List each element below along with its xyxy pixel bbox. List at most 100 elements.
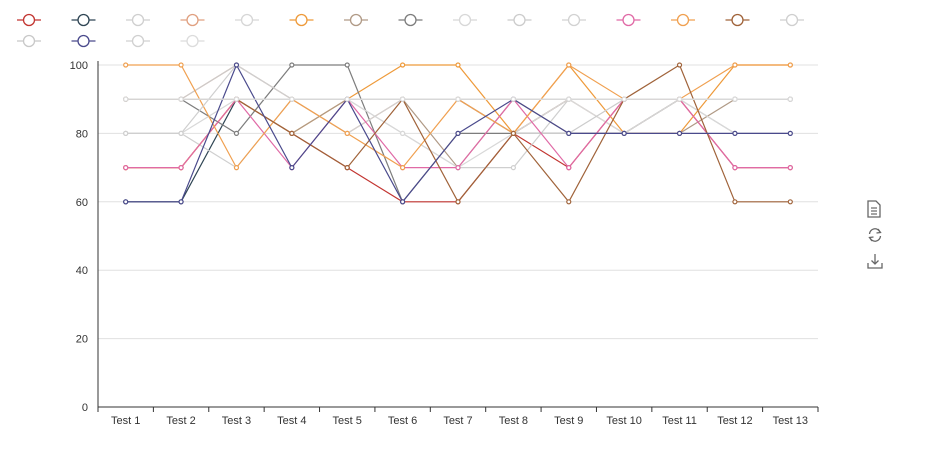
data-point[interactable] bbox=[455, 62, 461, 68]
data-view-icon[interactable] bbox=[866, 200, 888, 222]
legend-item[interactable] bbox=[671, 13, 695, 27]
series bbox=[123, 62, 793, 171]
data-point[interactable] bbox=[732, 96, 738, 102]
data-point[interactable] bbox=[455, 199, 461, 205]
data-point[interactable] bbox=[289, 165, 295, 171]
legend-item[interactable] bbox=[507, 13, 532, 27]
data-point[interactable] bbox=[344, 96, 350, 102]
data-point[interactable] bbox=[621, 96, 627, 102]
data-point[interactable] bbox=[344, 130, 350, 136]
y-tick-label: 60 bbox=[76, 197, 88, 209]
legend-marker bbox=[458, 13, 472, 27]
save-image-icon[interactable] bbox=[866, 252, 888, 274]
data-point[interactable] bbox=[676, 130, 683, 136]
legend-item[interactable] bbox=[235, 13, 259, 27]
data-point[interactable] bbox=[787, 130, 793, 136]
x-tick-label: Test 4 bbox=[277, 415, 306, 427]
data-point[interactable] bbox=[400, 199, 406, 205]
data-point[interactable] bbox=[178, 165, 184, 171]
legend-item[interactable] bbox=[616, 13, 641, 27]
restore-icon[interactable] bbox=[866, 226, 888, 248]
legend-item[interactable] bbox=[180, 34, 205, 48]
data-point[interactable] bbox=[233, 130, 240, 136]
legend-marker bbox=[295, 13, 308, 27]
legend-marker bbox=[513, 13, 526, 27]
data-point[interactable] bbox=[400, 62, 406, 68]
data-point[interactable] bbox=[400, 96, 406, 102]
y-tick-label: 0 bbox=[82, 402, 88, 414]
data-point[interactable] bbox=[732, 130, 738, 136]
data-point[interactable] bbox=[123, 165, 129, 171]
data-point[interactable] bbox=[233, 96, 240, 102]
data-point[interactable] bbox=[510, 165, 516, 171]
series-line bbox=[125, 98, 791, 203]
data-point[interactable] bbox=[732, 199, 738, 205]
legend-item[interactable] bbox=[126, 34, 150, 48]
legend-item[interactable] bbox=[289, 13, 314, 27]
legend-item[interactable] bbox=[398, 13, 423, 27]
legend-marker bbox=[131, 13, 145, 27]
data-point[interactable] bbox=[510, 130, 516, 136]
x-tick-label: Test 6 bbox=[388, 415, 417, 427]
legend-item[interactable] bbox=[780, 13, 804, 27]
legend-item[interactable] bbox=[344, 13, 368, 27]
legend-item[interactable] bbox=[17, 13, 41, 27]
data-point[interactable] bbox=[344, 62, 350, 68]
legend-item[interactable] bbox=[126, 13, 150, 27]
legend-item[interactable] bbox=[725, 13, 750, 27]
data-point[interactable] bbox=[289, 62, 295, 68]
data-point[interactable] bbox=[732, 62, 738, 68]
data-point[interactable] bbox=[178, 130, 184, 136]
legend-item[interactable] bbox=[17, 34, 41, 48]
data-point[interactable] bbox=[787, 165, 793, 171]
data-point[interactable] bbox=[566, 130, 572, 136]
legend-item[interactable] bbox=[180, 13, 205, 27]
data-point[interactable] bbox=[676, 62, 683, 68]
data-point[interactable] bbox=[787, 199, 793, 205]
data-point[interactable] bbox=[787, 96, 793, 102]
series bbox=[123, 96, 793, 136]
data-point[interactable] bbox=[289, 96, 295, 102]
data-point[interactable] bbox=[123, 62, 129, 68]
data-point[interactable] bbox=[178, 96, 184, 102]
data-point[interactable] bbox=[566, 199, 572, 205]
legend bbox=[17, 13, 804, 48]
data-point[interactable] bbox=[233, 62, 240, 68]
data-point[interactable] bbox=[732, 165, 738, 171]
legend-item[interactable] bbox=[562, 13, 586, 27]
legend-item[interactable] bbox=[71, 34, 96, 48]
data-point[interactable] bbox=[123, 96, 129, 102]
data-point[interactable] bbox=[123, 130, 129, 136]
data-point[interactable] bbox=[510, 96, 516, 102]
data-point[interactable] bbox=[566, 62, 572, 68]
data-point[interactable] bbox=[233, 165, 240, 171]
data-point[interactable] bbox=[787, 62, 793, 68]
data-point[interactable] bbox=[676, 96, 683, 102]
data-point[interactable] bbox=[289, 130, 295, 136]
series-line bbox=[125, 64, 791, 169]
data-point[interactable] bbox=[400, 130, 406, 136]
data-point[interactable] bbox=[178, 199, 184, 205]
data-point[interactable] bbox=[455, 130, 461, 136]
series-lines bbox=[123, 62, 793, 205]
data-point[interactable] bbox=[455, 165, 461, 171]
data-point[interactable] bbox=[400, 165, 406, 171]
legend-marker bbox=[622, 13, 635, 27]
data-point[interactable] bbox=[123, 199, 129, 205]
legend-item[interactable] bbox=[453, 13, 477, 27]
legend-marker bbox=[186, 34, 199, 48]
y-tick-label: 100 bbox=[70, 60, 88, 72]
legend-marker bbox=[404, 13, 417, 27]
data-point[interactable] bbox=[566, 96, 572, 102]
data-point[interactable] bbox=[621, 130, 627, 136]
series-line bbox=[125, 98, 791, 203]
data-point[interactable] bbox=[566, 165, 572, 171]
data-point[interactable] bbox=[344, 165, 350, 171]
legend-item[interactable] bbox=[71, 13, 96, 27]
legend-marker bbox=[349, 13, 363, 27]
data-point[interactable] bbox=[455, 96, 461, 102]
x-tick-label: Test 2 bbox=[166, 415, 195, 427]
data-point[interactable] bbox=[178, 62, 184, 68]
